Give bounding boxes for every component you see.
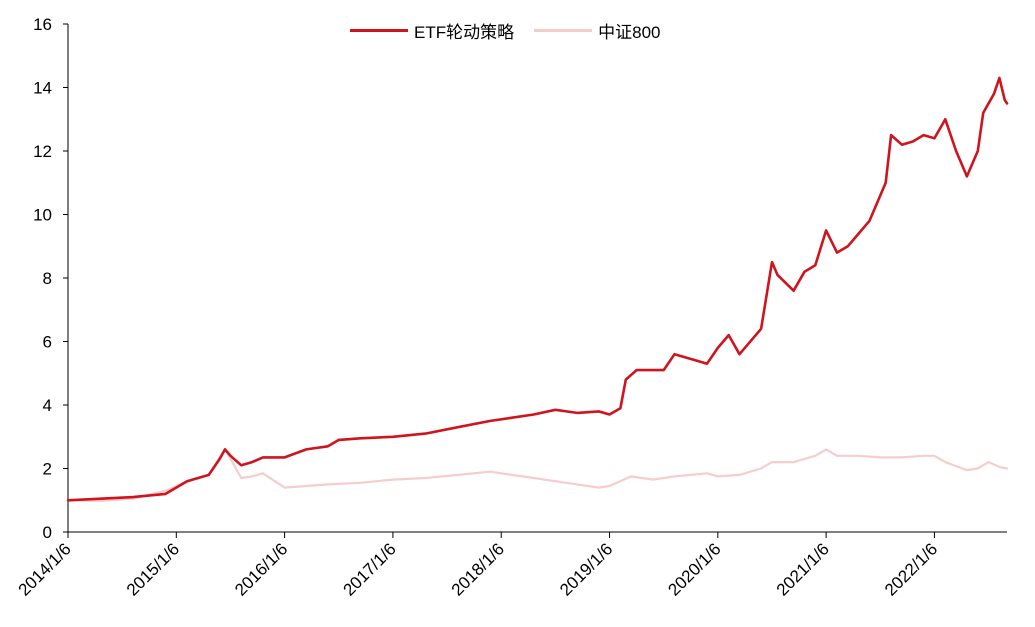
y-tick-label: 2 [43,460,52,479]
x-tick-label: 2018/1/6 [448,539,508,599]
x-tick-label: 2016/1/6 [231,539,291,599]
legend-item-csi800: 中证800 [534,18,660,43]
x-tick-label: 2020/1/6 [664,539,724,599]
chart-axes: 0 2 4 6 8 10 12 14 16 2014/1/6 2015/1/6 2016/1/6 201… [15,15,1007,600]
y-tick-label: 12 [33,142,52,161]
legend-label-etf: ETF轮动策略 [414,23,515,42]
y-tick-label: 6 [43,333,52,352]
y-tick-label: 14 [33,79,52,98]
series-line-etf [66,76,1009,502]
y-tick-label: 0 [43,523,52,542]
x-tick-label: 2017/1/6 [340,539,400,599]
y-tick-label: 8 [43,269,52,288]
y-tick-label: 4 [43,396,52,415]
legend: ETF轮动策略 中证800 [350,18,680,43]
legend-item-etf: ETF轮动策略 [350,18,514,43]
legend-swatch-etf [350,29,408,32]
x-tick-label: 2021/1/6 [773,539,833,599]
x-tick-label: 2015/1/6 [123,539,183,599]
x-tick-label: 2019/1/6 [556,539,616,599]
y-tick-label: 10 [33,206,52,225]
x-tick-label: 2022/1/6 [881,539,941,599]
chart-series [66,76,1009,502]
y-tick-label: 16 [33,15,52,34]
legend-swatch-csi800 [534,29,593,32]
legend-label-csi800: 中证800 [598,23,661,42]
series-line-csi800 [66,448,1009,502]
x-tick-label: 2014/1/6 [15,539,75,599]
